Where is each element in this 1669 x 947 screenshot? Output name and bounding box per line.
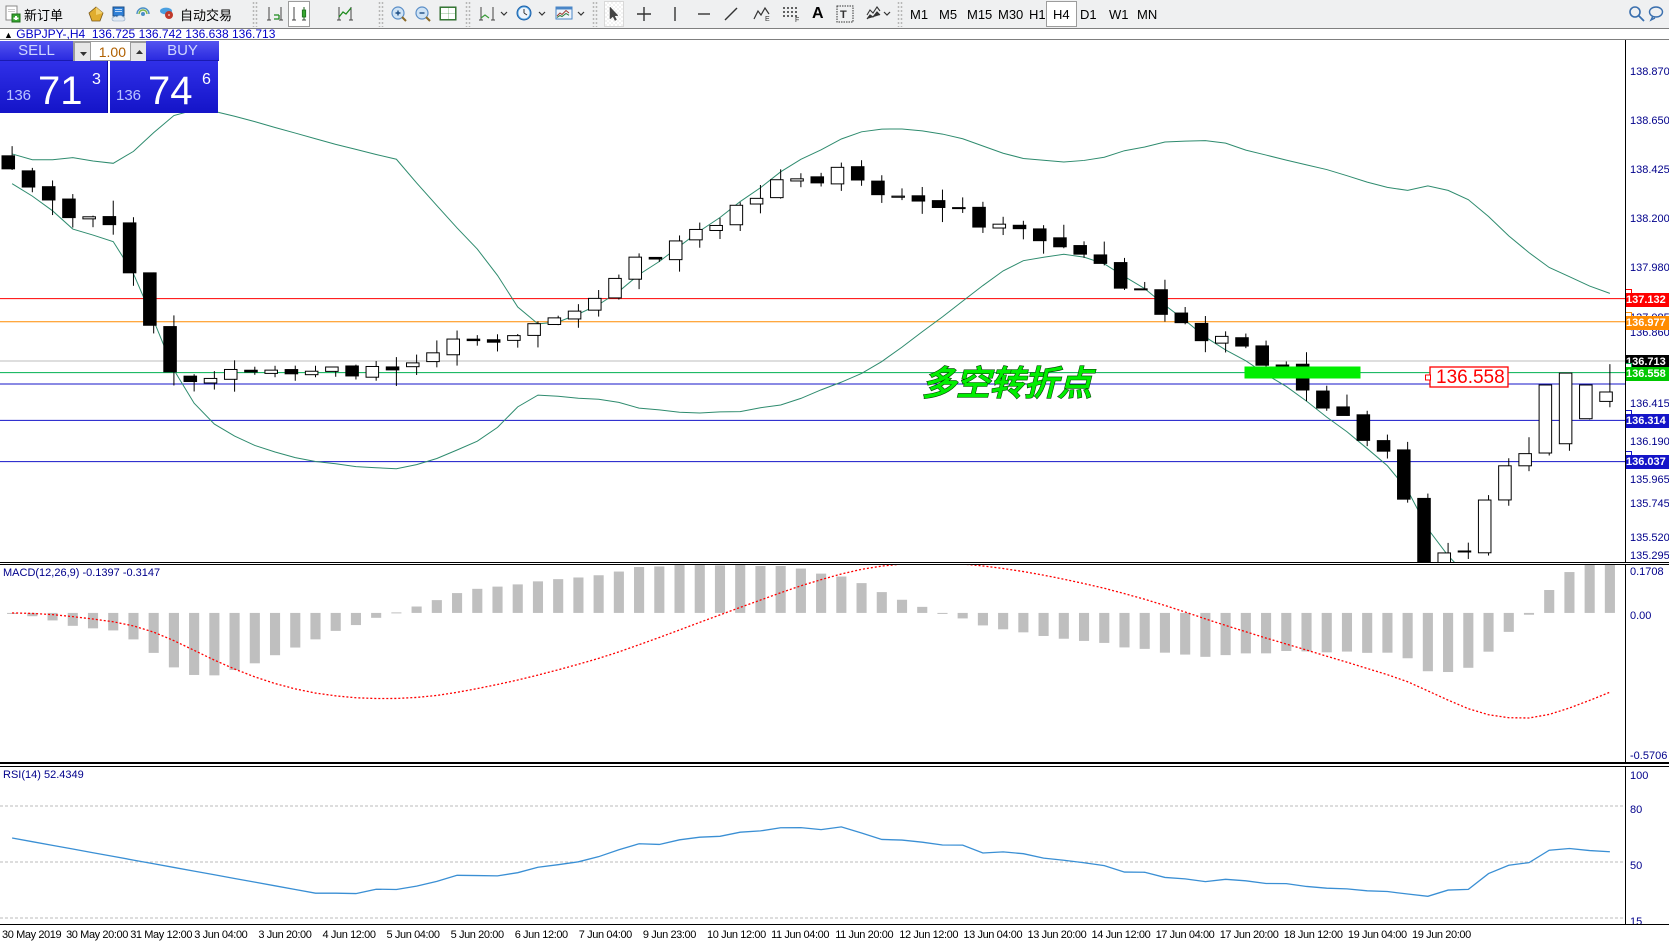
svg-text:多空转折点: 多空转折点 [922, 365, 1096, 403]
svg-text:136.558: 136.558 [1436, 367, 1505, 388]
svg-text:E: E [765, 16, 770, 23]
svg-text:T: T [840, 9, 847, 21]
svg-text:F: F [795, 17, 799, 22]
